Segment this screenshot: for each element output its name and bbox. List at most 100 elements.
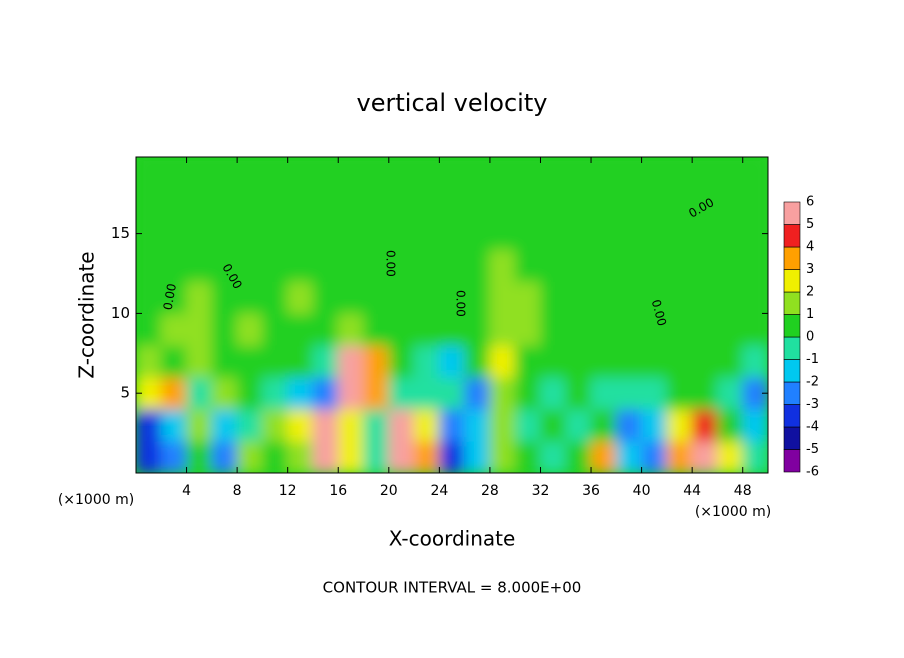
- cell: [287, 217, 314, 251]
- cell: [539, 217, 567, 251]
- cell: [438, 312, 466, 346]
- cell: [413, 312, 440, 346]
- cell: [489, 217, 516, 251]
- cell: [539, 312, 567, 346]
- cell: [160, 344, 188, 378]
- cell: [641, 157, 668, 187]
- cell: [388, 249, 415, 282]
- cell: [514, 217, 541, 251]
- cell: [590, 249, 617, 282]
- cell: [337, 185, 365, 219]
- cell: [363, 376, 390, 410]
- colorbar-label: 4: [806, 240, 814, 255]
- cell: [337, 249, 365, 282]
- cell: [363, 217, 390, 251]
- cell: [514, 312, 541, 346]
- cell: [565, 344, 592, 378]
- cell: [565, 185, 592, 219]
- cell: [363, 185, 390, 219]
- cell: [312, 280, 339, 314]
- cell: [211, 440, 238, 473]
- cell: [539, 376, 567, 410]
- cell: [615, 440, 643, 473]
- cell: [438, 344, 466, 378]
- cell: [539, 157, 567, 187]
- cell: [641, 249, 668, 282]
- colorbar-swatch: [783, 201, 801, 225]
- cell: [261, 344, 289, 378]
- x-unit: (×1000 m): [695, 504, 771, 520]
- cell: [438, 376, 466, 410]
- cell: [666, 157, 693, 187]
- cell: [160, 217, 188, 251]
- x-tick-label: 20: [380, 483, 398, 499]
- cell: [287, 185, 314, 219]
- cell: [464, 312, 491, 346]
- cell: [641, 217, 668, 251]
- cell: [337, 280, 365, 314]
- cell: [666, 249, 693, 282]
- cell: [388, 185, 415, 219]
- cell: [287, 249, 314, 282]
- cell: [136, 440, 162, 473]
- cell: [160, 312, 188, 346]
- cell: [539, 440, 567, 473]
- y-tick-label: 10: [111, 304, 130, 322]
- cell: [590, 280, 617, 314]
- cell: [514, 249, 541, 282]
- cell: [489, 157, 516, 187]
- cell: [716, 408, 744, 442]
- cell: [337, 217, 365, 251]
- cell: [413, 185, 440, 219]
- cell: [615, 408, 643, 442]
- cell: [160, 249, 188, 282]
- cell: [211, 157, 238, 187]
- colorbar-label: -2: [806, 375, 819, 390]
- cell: [489, 312, 516, 346]
- cell: [236, 312, 263, 346]
- heat-field: [136, 157, 768, 473]
- cell: [337, 440, 365, 473]
- colorbar-swatch: [783, 246, 801, 270]
- cell: [312, 440, 339, 473]
- colorbar-label: -4: [806, 420, 819, 435]
- cell: [514, 157, 541, 187]
- cell: [388, 312, 415, 346]
- contour-label: 0.00: [649, 298, 669, 327]
- cell: [438, 440, 466, 473]
- cell: [337, 408, 365, 442]
- cell: [615, 376, 643, 410]
- cell: [590, 440, 617, 473]
- cell: [590, 312, 617, 346]
- cell: [565, 440, 592, 473]
- cell: [716, 440, 744, 473]
- cell: [489, 280, 516, 314]
- cell: [413, 344, 440, 378]
- cell: [312, 185, 339, 219]
- cell: [590, 408, 617, 442]
- y-tick-label: 5: [120, 384, 130, 402]
- colorbar-label: 0: [806, 330, 814, 345]
- cell: [312, 157, 339, 187]
- cell: [363, 408, 390, 442]
- cell: [666, 344, 693, 378]
- y-axis-label: Z-coordinate: [75, 251, 99, 378]
- colorbar-swatch: [783, 449, 801, 473]
- cell: [590, 157, 617, 187]
- cell: [186, 344, 213, 378]
- cell: [464, 344, 491, 378]
- cell: [565, 408, 592, 442]
- cell: [666, 312, 693, 346]
- cell: [742, 185, 768, 219]
- colorbar-swatch: [783, 426, 801, 450]
- cell: [337, 312, 365, 346]
- cell: [641, 376, 668, 410]
- cell: [615, 185, 643, 219]
- cell: [742, 280, 768, 314]
- cell: [489, 344, 516, 378]
- cell: [261, 217, 289, 251]
- cell: [236, 440, 263, 473]
- contour-label: 0.00: [161, 282, 179, 311]
- cell: [363, 312, 390, 346]
